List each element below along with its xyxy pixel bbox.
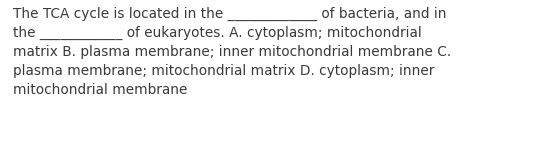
Text: The TCA cycle is located in the _____________ of bacteria, and in
the __________: The TCA cycle is located in the ________… [13, 7, 451, 97]
